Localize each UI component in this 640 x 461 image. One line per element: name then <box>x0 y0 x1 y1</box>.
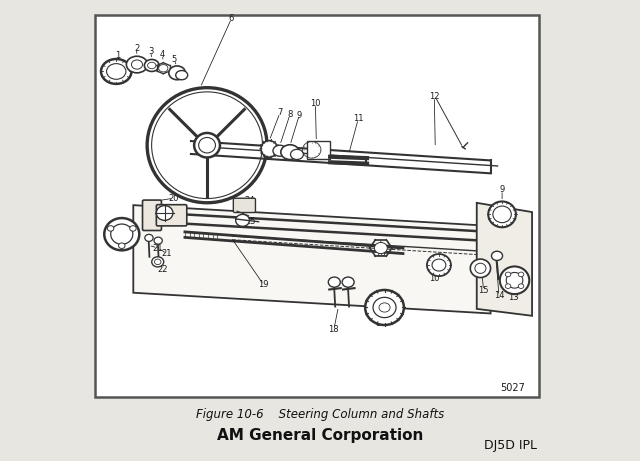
Ellipse shape <box>126 56 148 73</box>
Ellipse shape <box>281 145 300 160</box>
Ellipse shape <box>374 242 387 254</box>
Text: 22: 22 <box>157 265 168 274</box>
Text: 9: 9 <box>296 111 302 120</box>
Text: DJ5D IPL: DJ5D IPL <box>484 439 537 452</box>
Text: 25: 25 <box>246 217 256 226</box>
Ellipse shape <box>148 62 156 69</box>
Ellipse shape <box>111 224 133 244</box>
Text: 14: 14 <box>493 291 504 301</box>
Text: 20: 20 <box>168 194 179 203</box>
Text: 3: 3 <box>148 47 154 56</box>
Text: 23: 23 <box>119 230 129 240</box>
Text: 19: 19 <box>259 280 269 290</box>
Ellipse shape <box>154 259 161 265</box>
Ellipse shape <box>118 243 125 248</box>
Ellipse shape <box>373 297 396 318</box>
Text: 4: 4 <box>160 50 165 59</box>
Text: 11: 11 <box>353 114 364 124</box>
Ellipse shape <box>106 64 126 79</box>
Ellipse shape <box>365 290 404 325</box>
FancyBboxPatch shape <box>143 200 161 230</box>
Ellipse shape <box>152 257 164 267</box>
Ellipse shape <box>492 251 502 260</box>
Ellipse shape <box>291 149 303 160</box>
Ellipse shape <box>500 266 529 294</box>
Ellipse shape <box>427 254 451 276</box>
Text: 2: 2 <box>134 44 139 53</box>
Text: AM General Corporation: AM General Corporation <box>217 428 423 443</box>
Text: 10: 10 <box>429 274 440 284</box>
Ellipse shape <box>505 284 511 289</box>
Ellipse shape <box>488 201 516 227</box>
Ellipse shape <box>101 59 131 84</box>
Text: 12: 12 <box>429 92 440 101</box>
Text: 9: 9 <box>499 185 505 195</box>
Ellipse shape <box>518 284 524 289</box>
Ellipse shape <box>505 272 511 277</box>
Ellipse shape <box>273 145 287 156</box>
Text: 5: 5 <box>172 55 177 65</box>
Text: 18: 18 <box>328 325 339 334</box>
Ellipse shape <box>432 259 446 271</box>
Ellipse shape <box>159 65 168 72</box>
Ellipse shape <box>236 214 250 226</box>
Text: 7: 7 <box>277 108 283 118</box>
Ellipse shape <box>176 71 188 80</box>
Ellipse shape <box>154 237 163 244</box>
Polygon shape <box>477 203 532 316</box>
Ellipse shape <box>342 277 354 287</box>
Ellipse shape <box>104 218 140 250</box>
Text: 6: 6 <box>229 14 234 23</box>
Ellipse shape <box>379 303 390 312</box>
Ellipse shape <box>475 263 486 273</box>
Ellipse shape <box>130 226 136 231</box>
FancyBboxPatch shape <box>234 198 255 213</box>
Text: Figure 10-6    Steering Column and Shafts: Figure 10-6 Steering Column and Shafts <box>196 408 444 421</box>
Ellipse shape <box>194 133 220 158</box>
Ellipse shape <box>169 66 186 80</box>
Ellipse shape <box>145 234 153 242</box>
Ellipse shape <box>328 277 340 287</box>
Text: 13: 13 <box>508 293 519 302</box>
Text: 24: 24 <box>244 196 255 206</box>
FancyBboxPatch shape <box>156 205 187 226</box>
Ellipse shape <box>518 272 524 277</box>
Ellipse shape <box>108 226 114 231</box>
Ellipse shape <box>131 60 143 69</box>
Ellipse shape <box>198 137 216 153</box>
Bar <box>95 15 540 397</box>
Text: 1: 1 <box>115 51 121 60</box>
Bar <box>307 141 330 159</box>
Ellipse shape <box>506 272 523 288</box>
Text: 21: 21 <box>162 249 172 258</box>
Text: 8: 8 <box>287 110 292 119</box>
Ellipse shape <box>470 259 491 278</box>
Text: 10: 10 <box>310 99 321 108</box>
Text: 21: 21 <box>152 243 163 253</box>
Text: 5027: 5027 <box>500 383 525 393</box>
Ellipse shape <box>145 59 159 71</box>
Text: 15: 15 <box>479 286 489 295</box>
Text: 16: 16 <box>376 249 386 258</box>
Polygon shape <box>133 205 491 313</box>
Ellipse shape <box>261 141 278 157</box>
Ellipse shape <box>156 206 173 220</box>
Ellipse shape <box>493 206 511 223</box>
Text: 17: 17 <box>376 319 386 328</box>
